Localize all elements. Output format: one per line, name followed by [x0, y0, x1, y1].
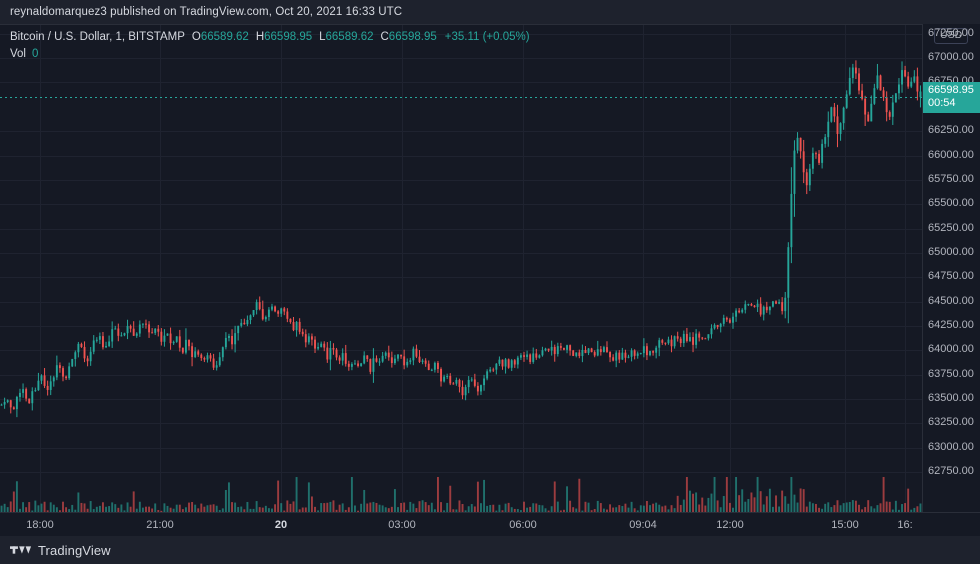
- time-tick: 16:: [897, 519, 913, 531]
- time-tick: 12:00: [716, 519, 744, 531]
- price-tick: 65750.00: [928, 172, 974, 185]
- price-tick: 64500.00: [928, 294, 974, 307]
- time-tick: 18:00: [26, 519, 54, 531]
- time-tick: 21:00: [146, 519, 174, 531]
- tradingview-brand-label: TradingView: [38, 542, 111, 558]
- time-tick: 03:00: [388, 519, 416, 531]
- tradingview-logo-icon: [10, 546, 32, 554]
- footer-bar: TradingView: [0, 536, 980, 564]
- time-tick: 06:00: [509, 519, 537, 531]
- price-tick: 63250.00: [928, 416, 974, 429]
- time-tick: 20: [274, 519, 288, 531]
- price-tick: 63500.00: [928, 392, 974, 405]
- publish-byline: reynaldomarquez3 published on TradingVie…: [0, 0, 980, 24]
- price-tick: 64250.00: [928, 319, 974, 331]
- price-tick: 63750.00: [928, 367, 974, 380]
- price-tick: 67250.00: [928, 26, 974, 39]
- price-tick: 64000.00: [928, 343, 974, 356]
- time-axis[interactable]: 18:00 21:00 20 03:00 06:00 09:04 12:00 15:00 16:: [0, 512, 980, 536]
- price-tick: 64750.00: [928, 270, 974, 283]
- current-price-value: 66598.95: [928, 84, 974, 97]
- price-tick: 65500.00: [928, 197, 974, 210]
- current-price-badge: 66598.95 00:54: [923, 82, 980, 114]
- price-tick: 65000.00: [928, 245, 974, 258]
- candlestick-svg: [0, 25, 922, 513]
- chart-frame: Bitcoin / U.S. Dollar, 1, BITSTAMP O6658…: [0, 24, 980, 536]
- price-axis[interactable]: USD 67250.0067000.0066750.0066250.006600…: [922, 24, 980, 536]
- price-tick: 63000.00: [928, 440, 974, 453]
- currency-badge: USD: [934, 28, 969, 44]
- price-tick: 62750.00: [928, 465, 974, 478]
- price-pane[interactable]: [0, 25, 922, 513]
- byline-text: reynaldomarquez3 published on TradingVie…: [10, 6, 403, 18]
- time-tick: 09:04: [629, 519, 657, 531]
- price-tick: 67000.00: [928, 51, 974, 64]
- price-tick: 65250.00: [928, 221, 974, 234]
- time-tick: 15:00: [831, 519, 859, 531]
- price-tick: 66250.00: [928, 124, 974, 137]
- bar-countdown: 00:54: [928, 97, 956, 110]
- price-tick: 66000.00: [928, 148, 974, 161]
